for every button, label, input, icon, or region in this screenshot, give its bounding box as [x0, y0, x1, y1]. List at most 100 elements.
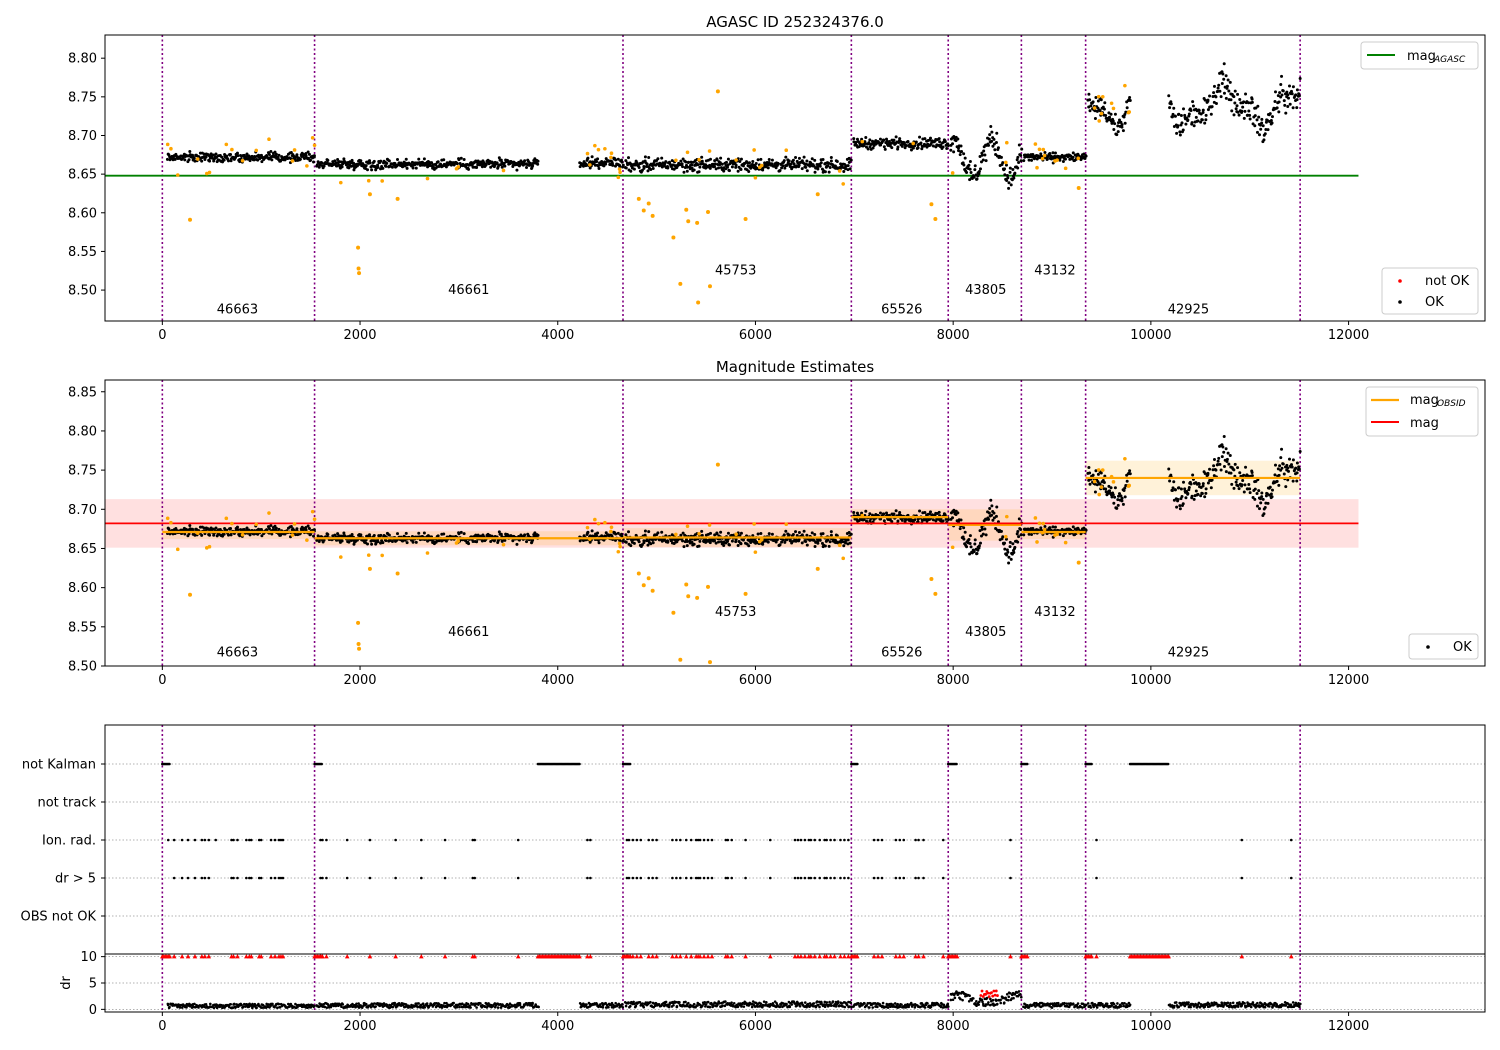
- data-point-outlier: [1100, 95, 1105, 99]
- dr-clipped-marker: [767, 954, 773, 959]
- data-point-ok: [941, 519, 945, 523]
- data-point-ok: [1192, 124, 1196, 128]
- data-point-ok: [1019, 153, 1023, 157]
- data-point-ok: [1208, 94, 1212, 98]
- data-point-ok: [342, 531, 346, 535]
- flag-point-ion-rad: [1009, 838, 1012, 842]
- data-point-ok: [709, 531, 713, 535]
- data-point-ok: [188, 150, 192, 154]
- data-point-outlier: [380, 553, 384, 558]
- data-point-ok: [1290, 465, 1294, 469]
- data-point-ok: [385, 161, 389, 165]
- data-point-outlier: [310, 136, 315, 140]
- data-point-ok: [1120, 123, 1124, 127]
- data-point-ok: [1204, 487, 1208, 491]
- data-point-ok: [756, 158, 760, 162]
- data-point-ok: [364, 164, 368, 168]
- data-point-ok: [309, 158, 313, 162]
- data-point-ok: [890, 146, 894, 150]
- data-point-ok: [183, 158, 187, 162]
- data-point-ok: [782, 159, 786, 163]
- data-point-outlier: [686, 594, 691, 599]
- data-point-ok: [1232, 486, 1236, 490]
- data-point-ok: [312, 528, 316, 532]
- data-point-ok: [1235, 104, 1239, 108]
- data-point-ok: [770, 158, 774, 162]
- data-point-ok: [784, 529, 788, 533]
- data-point-ok: [767, 158, 771, 162]
- data-point-outlier: [752, 522, 756, 526]
- data-point-ok: [525, 165, 529, 169]
- data-point-ok: [1240, 483, 1244, 487]
- flag-point-ion-rad: [394, 838, 397, 842]
- data-point-ok: [739, 157, 743, 161]
- data-point-ok: [1241, 105, 1245, 109]
- data-point-outlier: [707, 660, 712, 665]
- data-point-ok: [1273, 90, 1277, 94]
- data-point-ok: [1214, 95, 1218, 99]
- data-point-outlier: [596, 521, 601, 526]
- data-point-ok: [666, 540, 670, 544]
- data-point-outlier: [841, 556, 846, 561]
- data-point-ok: [967, 537, 971, 541]
- data-point-ok: [1285, 463, 1289, 467]
- data-point-ok: [1288, 102, 1292, 106]
- flag-point-not-kalman: [1090, 762, 1093, 766]
- data-point-ok: [1088, 109, 1092, 113]
- data-point-ok: [1191, 473, 1195, 477]
- flag-point-ion-rad: [647, 838, 650, 842]
- data-point-ok: [685, 544, 689, 548]
- data-point-ok: [878, 137, 882, 141]
- data-point-ok: [1287, 84, 1291, 88]
- data-point-ok: [1113, 486, 1117, 490]
- data-point-ok: [1217, 456, 1221, 460]
- data-point-ok: [968, 534, 972, 538]
- flag-point-dr-gt-5: [710, 876, 714, 880]
- data-point-outlier: [617, 167, 622, 171]
- flag-point-dr-gt-5: [825, 876, 828, 880]
- data-point-ok: [411, 166, 415, 170]
- data-point-ok: [1260, 117, 1264, 121]
- data-point-outlier: [618, 544, 622, 549]
- data-point-outlier: [609, 529, 613, 534]
- data-point-ok: [1204, 118, 1208, 122]
- data-point-ok: [651, 541, 655, 545]
- data-point-outlier: [204, 546, 209, 550]
- data-point-ok: [685, 165, 689, 169]
- data-point-ok: [1109, 486, 1113, 490]
- panel-1-ytick-label: 8.50: [68, 284, 97, 299]
- dr-clipped-marker: [344, 954, 350, 959]
- data-point-ok: [847, 160, 851, 164]
- data-point-ok: [730, 165, 734, 169]
- data-point-ok: [782, 533, 786, 537]
- data-point-ok: [1260, 491, 1264, 495]
- data-point-outlier: [585, 151, 590, 156]
- data-point-ok: [914, 140, 918, 144]
- data-point-ok: [952, 150, 956, 154]
- data-point-outlier: [674, 532, 678, 537]
- data-point-outlier: [357, 646, 362, 651]
- data-point-ok: [306, 150, 310, 154]
- flag-point-ion-rad: [627, 838, 631, 842]
- dr-point: [518, 1003, 522, 1007]
- flag-point-dr-gt-5: [443, 876, 447, 880]
- data-point-ok: [1212, 84, 1216, 88]
- panel-2-xtick-label: 6000: [739, 673, 772, 688]
- data-point-ok: [1209, 486, 1213, 490]
- data-point-ok: [1236, 92, 1240, 96]
- dr-point: [425, 1002, 429, 1005]
- data-point-ok: [923, 137, 927, 141]
- data-point-outlier: [230, 521, 234, 526]
- data-point-ok: [968, 167, 972, 171]
- panel-2-xtick-label: 4000: [541, 673, 574, 688]
- data-point-ok: [269, 523, 273, 527]
- flag-point-ion-rad: [473, 838, 477, 842]
- data-point-outlier: [1004, 140, 1009, 145]
- data-point-ok: [326, 532, 330, 536]
- data-point-ok: [647, 156, 651, 160]
- data-point-ok: [1281, 89, 1285, 93]
- dr-clipped-marker: [832, 954, 837, 959]
- data-point-ok: [1189, 109, 1193, 113]
